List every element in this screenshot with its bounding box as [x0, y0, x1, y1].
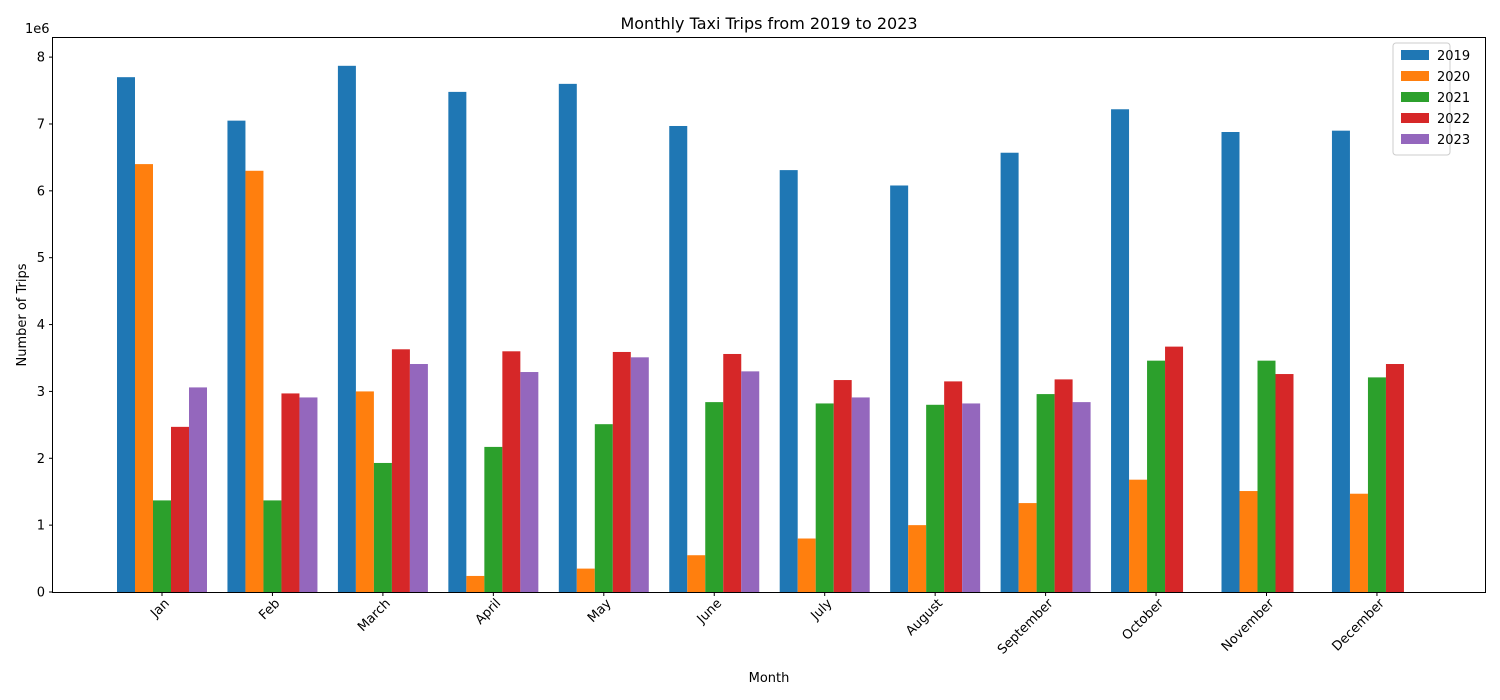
- legend-swatch-2022: [1401, 113, 1429, 123]
- legend: 2019 2020 2021 2022 2023: [1392, 42, 1470, 156]
- bar-2021-April: [484, 446, 503, 592]
- bar-2023-July: [851, 397, 870, 592]
- bar-2020-September: [1018, 503, 1037, 592]
- bar-2022-September: [1054, 379, 1073, 592]
- legend-label-2021: 2021: [1437, 91, 1470, 106]
- bar-2021-July: [815, 403, 834, 592]
- bar-2019-August: [890, 185, 909, 593]
- y-tick-label: 3: [37, 385, 45, 400]
- bar-2020-Jan: [135, 164, 153, 592]
- bar-2021-May: [594, 424, 613, 592]
- y-tick-label: 5: [37, 251, 45, 266]
- legend-swatch-2020: [1401, 71, 1429, 81]
- y-tick-label: 2: [37, 452, 45, 467]
- bar-2022-June: [723, 353, 742, 592]
- bar-2022-October: [1165, 346, 1184, 592]
- bar-2022-April: [502, 351, 521, 592]
- y-tick-label: 8: [37, 51, 45, 66]
- bar-2023-September: [1072, 402, 1091, 592]
- bars-group: [117, 65, 1404, 593]
- bar-2019-June: [669, 125, 688, 593]
- y-tick-label: 7: [37, 117, 45, 132]
- bar-2023-March: [409, 364, 428, 592]
- bar-2019-July: [779, 170, 798, 593]
- bar-2019-March: [337, 65, 356, 592]
- bar-2021-August: [926, 404, 945, 592]
- bar-2019-September: [1000, 152, 1019, 593]
- bar-2019-April: [448, 91, 467, 592]
- bar-2022-August: [944, 381, 963, 592]
- bar-2020-July: [797, 538, 816, 592]
- bar-2020-November: [1239, 491, 1258, 592]
- bar-2023-August: [962, 403, 981, 592]
- bar-2019-Feb: [227, 120, 246, 592]
- bar-2020-Feb: [245, 170, 264, 592]
- bar-2022-Jan: [171, 426, 189, 592]
- bar-2019-May: [558, 83, 577, 593]
- legend-label-2023: 2023: [1437, 133, 1470, 148]
- bar-2019-October: [1111, 109, 1130, 593]
- y-axis-title: Number of Trips: [15, 263, 30, 366]
- legend-swatch-2023: [1401, 134, 1429, 144]
- bar-2020-December: [1349, 493, 1368, 592]
- bar-2022-November: [1275, 374, 1294, 592]
- bar-2022-March: [391, 349, 410, 592]
- bar-2023-June: [741, 371, 760, 592]
- y-tick-label: 6: [37, 184, 45, 199]
- bar-2022-Feb: [281, 393, 300, 592]
- bar-2021-October: [1147, 360, 1166, 592]
- y-tick-label: 1: [37, 519, 45, 534]
- y-tick-label: 0: [37, 586, 45, 601]
- y-axis: 0 1 2 3 4 5 6 7 8: [37, 51, 53, 601]
- bar-2019-Jan: [117, 77, 135, 593]
- bar-2021-Jan: [153, 500, 171, 592]
- y-offset-label: 1e6: [25, 22, 50, 37]
- bar-2019-November: [1221, 132, 1240, 592]
- bar-2023-Feb: [299, 397, 318, 592]
- bar-2022-July: [833, 380, 852, 592]
- bar-2020-October: [1129, 479, 1148, 592]
- bar-2023-May: [630, 357, 649, 592]
- bar-2020-April: [466, 575, 485, 592]
- y-tick-label: 4: [37, 318, 45, 333]
- legend-swatch-2019: [1401, 50, 1429, 60]
- bar-2020-June: [687, 555, 706, 592]
- bar-2020-March: [355, 391, 374, 592]
- bar-2019-December: [1331, 130, 1350, 593]
- bar-2021-Feb: [263, 500, 282, 592]
- bar-2022-May: [612, 351, 631, 592]
- bar-2021-November: [1257, 360, 1276, 592]
- legend-label-2022: 2022: [1437, 112, 1470, 127]
- bar-2021-September: [1036, 394, 1055, 592]
- bar-2021-June: [705, 402, 724, 592]
- legend-label-2020: 2020: [1437, 70, 1470, 85]
- bar-2020-August: [908, 525, 927, 592]
- bar-2020-May: [576, 568, 595, 592]
- chart-title: Monthly Taxi Trips from 2019 to 2023: [620, 14, 917, 33]
- legend-swatch-2021: [1401, 92, 1429, 102]
- plot-frame: [52, 37, 1486, 593]
- bar-2021-December: [1367, 377, 1386, 592]
- bar-2023-April: [520, 372, 539, 592]
- bar-2022-December: [1385, 364, 1404, 592]
- legend-label-2019: 2019: [1437, 49, 1470, 64]
- bar-2023-Jan: [189, 387, 207, 592]
- x-axis-title: Month: [749, 671, 790, 686]
- bar-2021-March: [373, 462, 392, 592]
